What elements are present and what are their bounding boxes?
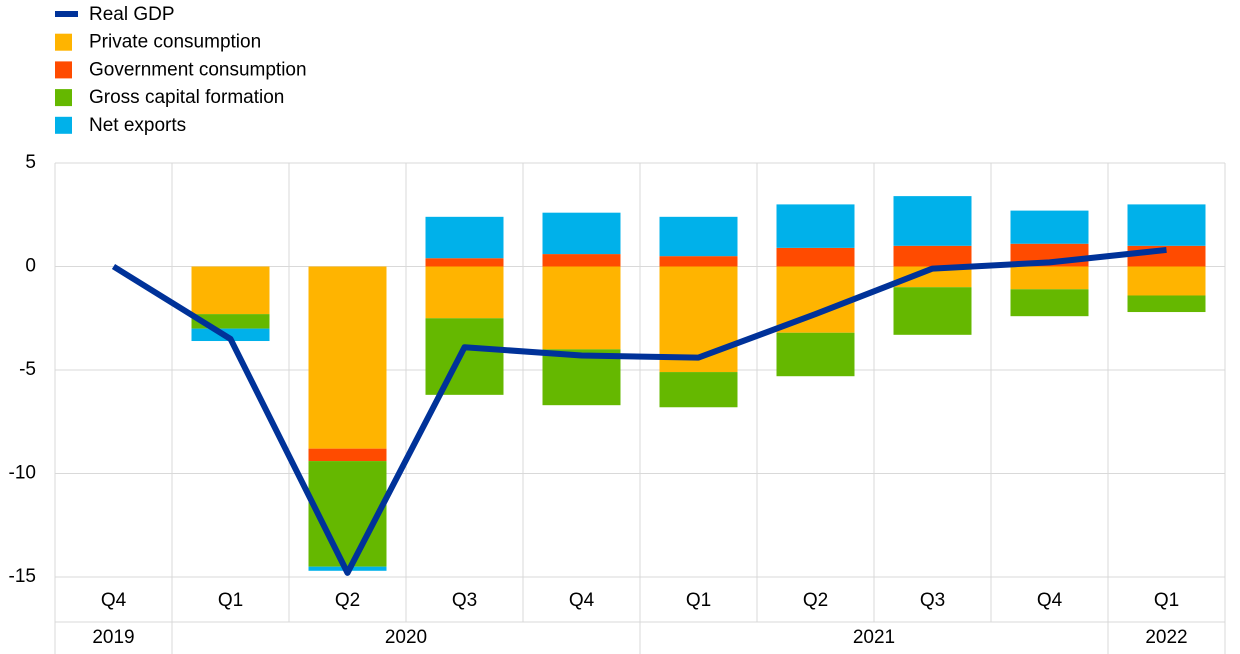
x-tick-label: Q2	[335, 590, 360, 611]
bar	[659, 216, 738, 257]
bar	[893, 196, 972, 246]
legend-marker	[55, 61, 72, 79]
x-tick-label: Q1	[1154, 590, 1179, 611]
bar	[776, 204, 855, 248]
bar	[191, 328, 270, 342]
bar	[542, 212, 621, 255]
legend-label: Real GDP	[89, 4, 175, 25]
bar	[425, 216, 504, 259]
year-label: 2021	[853, 627, 895, 648]
bar	[425, 266, 504, 319]
x-tick-label: Q4	[1037, 590, 1063, 611]
bar	[1127, 266, 1206, 296]
bar	[776, 332, 855, 377]
year-label: 2020	[385, 627, 427, 648]
bar	[1127, 295, 1206, 313]
y-tick-label: -5	[19, 359, 36, 380]
legend-marker	[55, 116, 72, 134]
y-tick-label: 5	[25, 152, 36, 173]
bar	[425, 258, 504, 267]
bar	[191, 266, 270, 315]
legend-marker	[55, 33, 72, 51]
bar	[659, 372, 738, 408]
x-tick-label: Q1	[218, 590, 243, 611]
bar	[308, 461, 387, 567]
bar	[1127, 204, 1206, 246]
y-tick-label: -15	[9, 566, 36, 587]
x-tick-label: Q3	[920, 590, 945, 611]
bar	[308, 448, 387, 462]
legend-label: Net exports	[89, 115, 186, 136]
x-tick-label: Q4	[101, 590, 127, 611]
y-tick-label: 0	[25, 256, 36, 277]
bar	[1127, 245, 1206, 267]
bar	[425, 318, 504, 395]
bar	[893, 266, 972, 288]
line	[111, 246, 1167, 576]
bar	[776, 247, 855, 267]
legend-label: Gross capital formation	[89, 87, 284, 108]
bar	[1010, 289, 1089, 317]
legend-marker	[55, 89, 72, 107]
bar	[308, 266, 387, 449]
bar	[1010, 210, 1089, 244]
x-tick-label: Q2	[803, 590, 828, 611]
year-label: 2019	[92, 627, 134, 648]
legend-label: Government consumption	[89, 59, 307, 80]
bar	[542, 266, 621, 350]
x-tick-label: Q3	[452, 590, 477, 611]
bar	[659, 256, 738, 267]
year-label: 2022	[1145, 627, 1187, 648]
y-tick-label: -10	[9, 463, 36, 484]
bar	[893, 287, 972, 335]
legend-label: Private consumption	[89, 32, 261, 53]
bar	[1010, 266, 1089, 290]
bar	[893, 245, 972, 267]
x-tick-label: Q4	[569, 590, 595, 611]
bar	[542, 254, 621, 267]
x-tick-label: Q1	[686, 590, 711, 611]
